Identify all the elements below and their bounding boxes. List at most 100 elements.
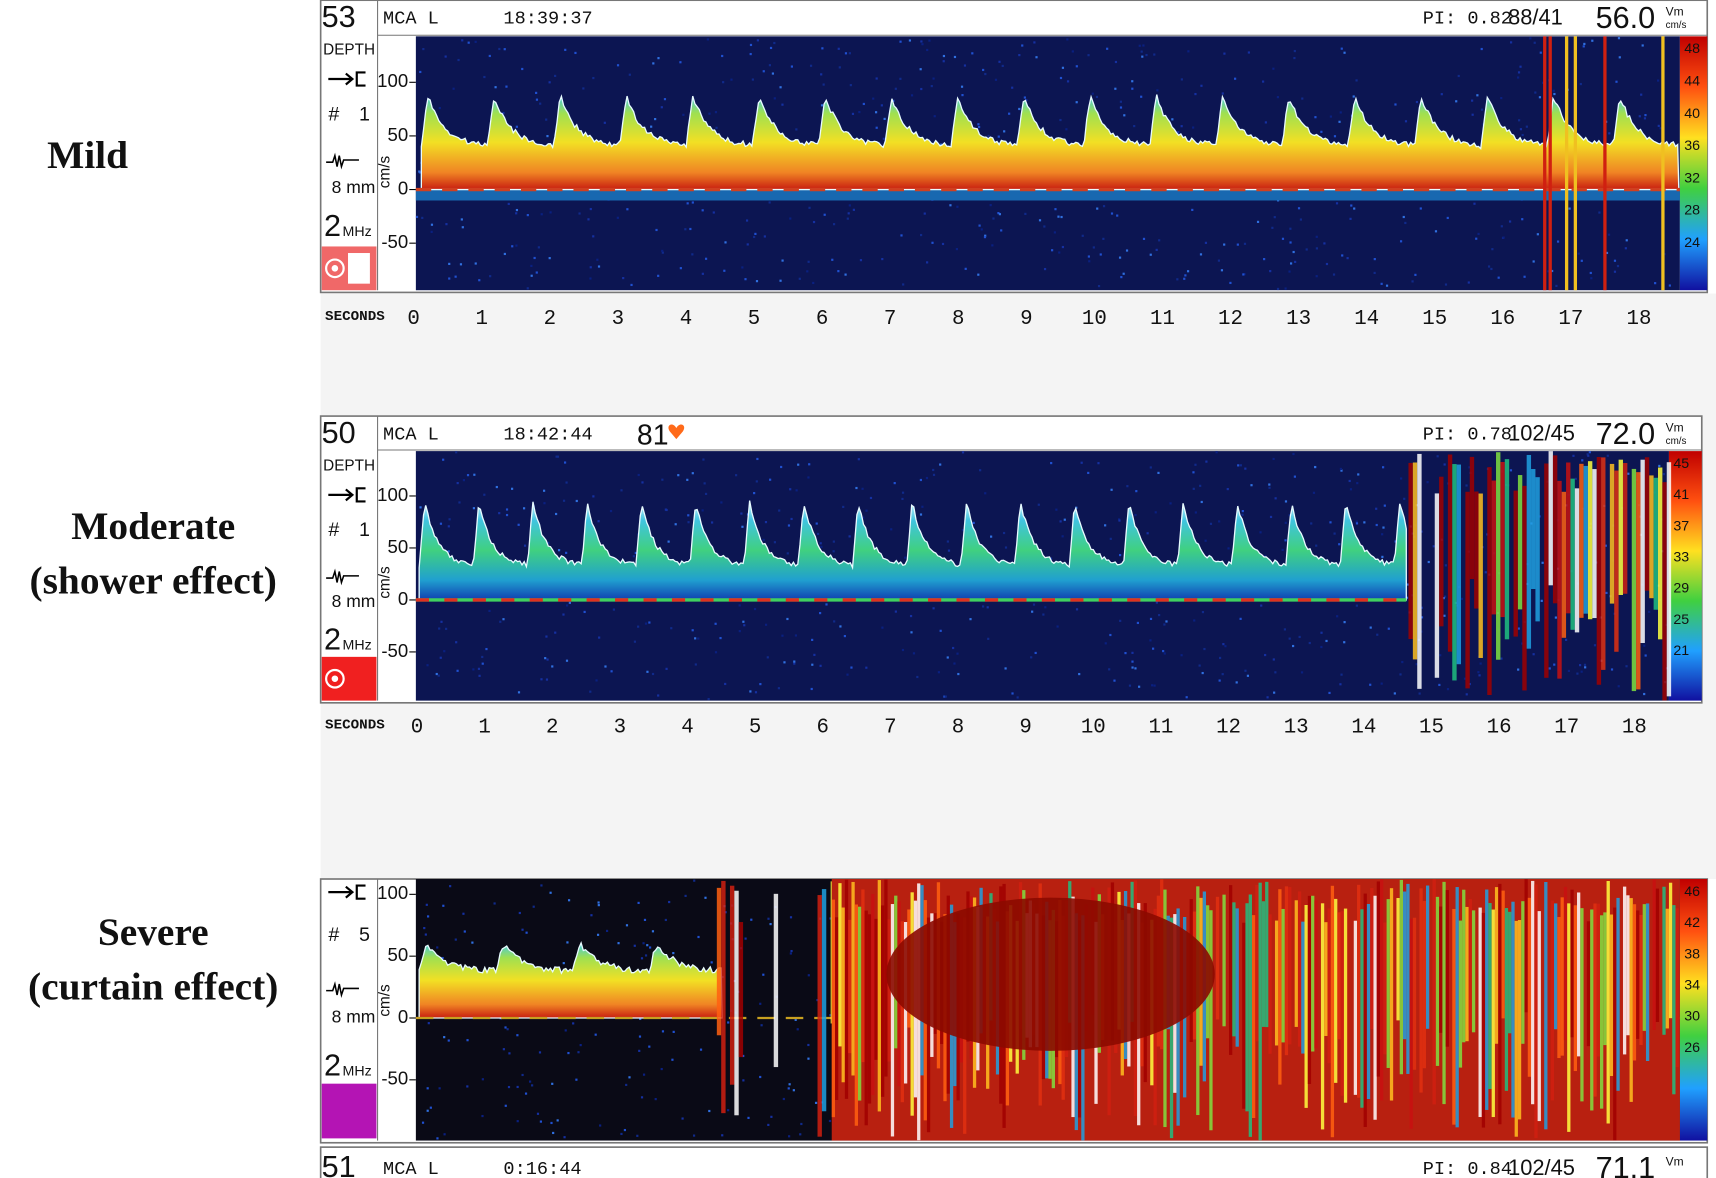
speckle bbox=[1140, 50, 1143, 53]
speckle bbox=[1023, 96, 1026, 99]
artifact-stripe bbox=[1447, 454, 1453, 652]
speckle bbox=[762, 538, 765, 541]
speckle bbox=[1037, 503, 1040, 506]
speckle bbox=[708, 1109, 711, 1113]
mean-velocity: 56.0 bbox=[1596, 1, 1656, 35]
speckle bbox=[1229, 281, 1232, 285]
speckle bbox=[679, 267, 682, 270]
speckle bbox=[1018, 53, 1021, 57]
speckle bbox=[1333, 135, 1337, 138]
artifact-stripe bbox=[1288, 887, 1292, 1045]
speckle bbox=[498, 47, 501, 51]
speckle bbox=[1119, 619, 1122, 622]
artifact-stripe bbox=[880, 905, 885, 1097]
speckle bbox=[1131, 80, 1134, 83]
speckle bbox=[1141, 55, 1144, 58]
speckle bbox=[686, 478, 689, 481]
speckle bbox=[998, 213, 1002, 216]
probe-icon bbox=[325, 258, 345, 279]
speckle bbox=[567, 899, 571, 902]
speckle bbox=[1613, 259, 1617, 262]
speckle bbox=[932, 77, 935, 80]
speckle bbox=[505, 513, 509, 517]
speckle bbox=[1608, 132, 1611, 135]
speckle bbox=[547, 541, 550, 545]
speckle bbox=[1517, 668, 1520, 671]
speckle bbox=[456, 669, 459, 672]
speckle bbox=[956, 205, 959, 208]
speckle bbox=[445, 627, 448, 630]
y-tick-label: -50 bbox=[381, 640, 408, 661]
speckle bbox=[1124, 651, 1127, 655]
seconds-tick: 10 bbox=[1082, 308, 1107, 331]
speckle bbox=[515, 212, 518, 215]
speckle bbox=[657, 694, 660, 697]
speckle bbox=[1444, 564, 1447, 567]
artifact-stripe bbox=[1675, 908, 1679, 1068]
speckle bbox=[589, 277, 592, 280]
speckle bbox=[793, 660, 796, 663]
speckle bbox=[1476, 94, 1479, 97]
speckle bbox=[1402, 215, 1405, 219]
speckle bbox=[1237, 464, 1240, 467]
speckle bbox=[684, 894, 687, 897]
speckle bbox=[794, 1018, 797, 1021]
speckle bbox=[1548, 667, 1551, 670]
speckle bbox=[1071, 50, 1074, 53]
speckle bbox=[1243, 242, 1247, 245]
speckle bbox=[1468, 466, 1471, 469]
speckle bbox=[452, 87, 455, 90]
artifact-stripe bbox=[1652, 879, 1656, 1030]
speckle bbox=[912, 652, 916, 655]
artifact-stripe bbox=[1455, 887, 1459, 1128]
speckle bbox=[448, 277, 451, 280]
heart-icon bbox=[668, 424, 685, 440]
speckle bbox=[1638, 115, 1641, 118]
speckle bbox=[467, 41, 470, 44]
speckle bbox=[766, 656, 769, 659]
artifact-stripe bbox=[729, 885, 735, 1085]
seconds-tick: 13 bbox=[1284, 716, 1309, 739]
artifact-stripe bbox=[1403, 891, 1407, 1040]
artifact-stripe bbox=[1412, 462, 1418, 660]
artifact-stripe bbox=[1657, 467, 1663, 640]
artifact-stripe bbox=[773, 893, 779, 1068]
speckle bbox=[1477, 232, 1480, 236]
speckle bbox=[1643, 117, 1647, 120]
speckle bbox=[1617, 685, 1620, 688]
speckle bbox=[507, 202, 510, 206]
speckle bbox=[689, 227, 692, 231]
artifact-stripe bbox=[851, 881, 855, 1076]
speckle bbox=[1192, 471, 1195, 474]
artifact-stripe bbox=[1613, 907, 1617, 1141]
scale-label: 44 bbox=[1684, 74, 1700, 90]
scale-label: 41 bbox=[1673, 487, 1689, 503]
speckle bbox=[526, 214, 529, 217]
speckle bbox=[1538, 515, 1541, 518]
speckle bbox=[781, 103, 784, 106]
artifact-stripe bbox=[1261, 901, 1266, 1027]
speckle bbox=[916, 675, 919, 679]
speckle bbox=[899, 40, 902, 43]
speckle bbox=[1605, 251, 1609, 255]
speckle bbox=[770, 1115, 773, 1118]
artifact-stripe bbox=[1631, 468, 1637, 692]
speckle bbox=[741, 266, 744, 269]
speckle bbox=[1099, 253, 1102, 256]
speckle bbox=[1235, 681, 1238, 684]
scale-label: 45 bbox=[1673, 456, 1689, 472]
speckle bbox=[814, 1101, 818, 1104]
artifact-stripe bbox=[1544, 882, 1548, 1130]
speckle bbox=[1104, 642, 1107, 645]
artifact-stripe bbox=[1642, 904, 1646, 1031]
artifact-stripe bbox=[1452, 908, 1456, 1125]
speckle bbox=[829, 1014, 832, 1017]
speckle bbox=[1131, 651, 1134, 654]
speckle bbox=[1373, 271, 1376, 275]
speckle bbox=[1176, 278, 1179, 281]
arrow-icon bbox=[328, 71, 366, 87]
speckle bbox=[1533, 41, 1536, 44]
speckle bbox=[1298, 635, 1301, 639]
seconds-tick: 2 bbox=[546, 716, 558, 739]
speckle bbox=[1394, 103, 1397, 106]
